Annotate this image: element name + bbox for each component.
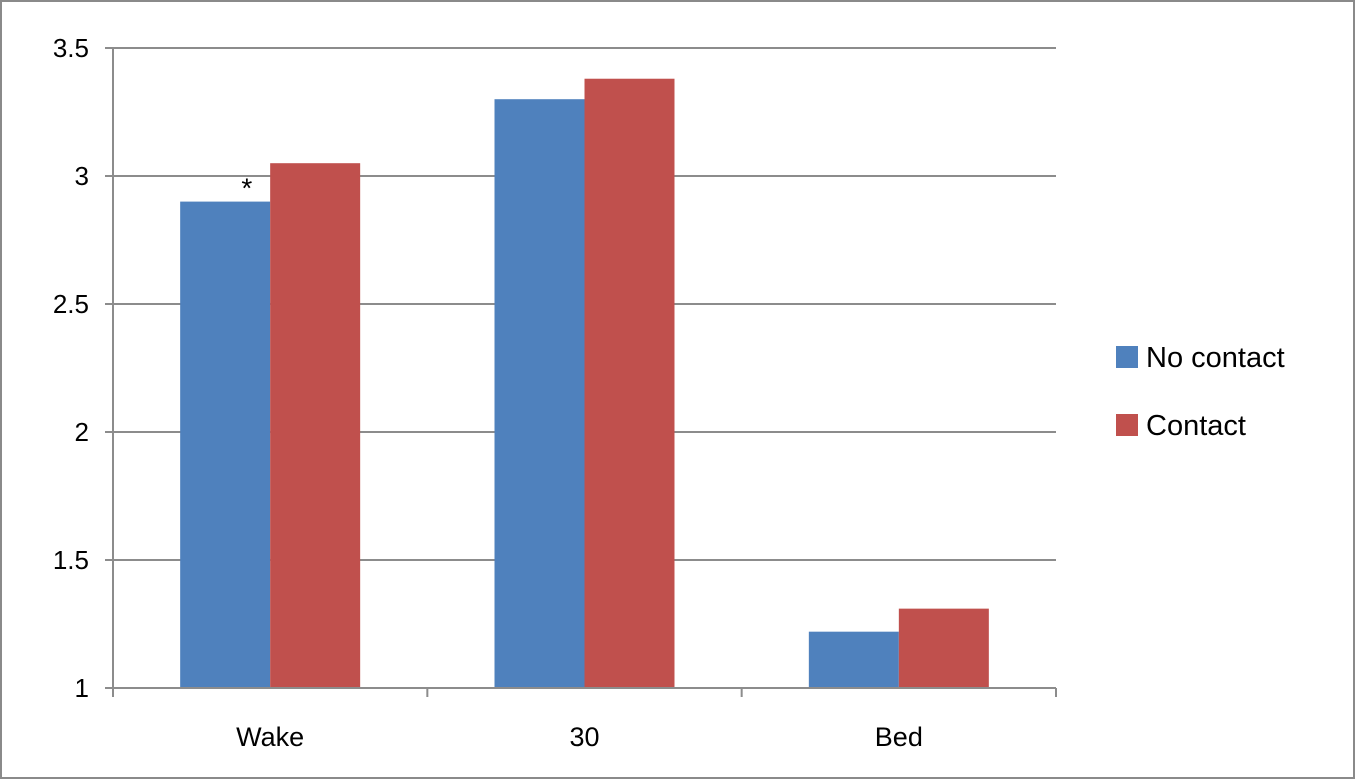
x-category-label: Wake: [236, 722, 304, 752]
x-category-label: 30: [569, 722, 599, 752]
bar-contact-30: [584, 78, 675, 689]
bar-no-contact-30: [494, 99, 585, 688]
legend-label: No contact: [1146, 342, 1285, 374]
legend-label: Contact: [1146, 410, 1246, 442]
x-category-label: Bed: [875, 722, 923, 752]
y-tick-labels: 1 1.5 2 2.5 3 3.5: [53, 33, 89, 703]
legend-swatch: [1116, 346, 1138, 368]
bar-contact-wake: [270, 163, 361, 688]
y-tick-label: 3: [75, 161, 89, 191]
annotations: *: [241, 173, 252, 204]
significance-marker: *: [241, 173, 252, 204]
bar-no-contact-bed: [808, 631, 899, 688]
bars: [180, 78, 989, 689]
y-tick-label: 3.5: [53, 33, 89, 63]
y-tick-label: 2: [75, 417, 89, 447]
legend: No contact Contact: [1116, 342, 1285, 442]
bar-contact-bed: [898, 608, 989, 688]
y-tick-label: 1.5: [53, 545, 89, 575]
y-tick-label: 2.5: [53, 289, 89, 319]
category-labels: Wake 30 Bed: [236, 722, 923, 752]
axes: [105, 47, 1057, 697]
legend-swatch: [1116, 414, 1138, 436]
bar-no-contact-wake: [180, 201, 271, 688]
y-tick-label: 1: [75, 673, 89, 703]
